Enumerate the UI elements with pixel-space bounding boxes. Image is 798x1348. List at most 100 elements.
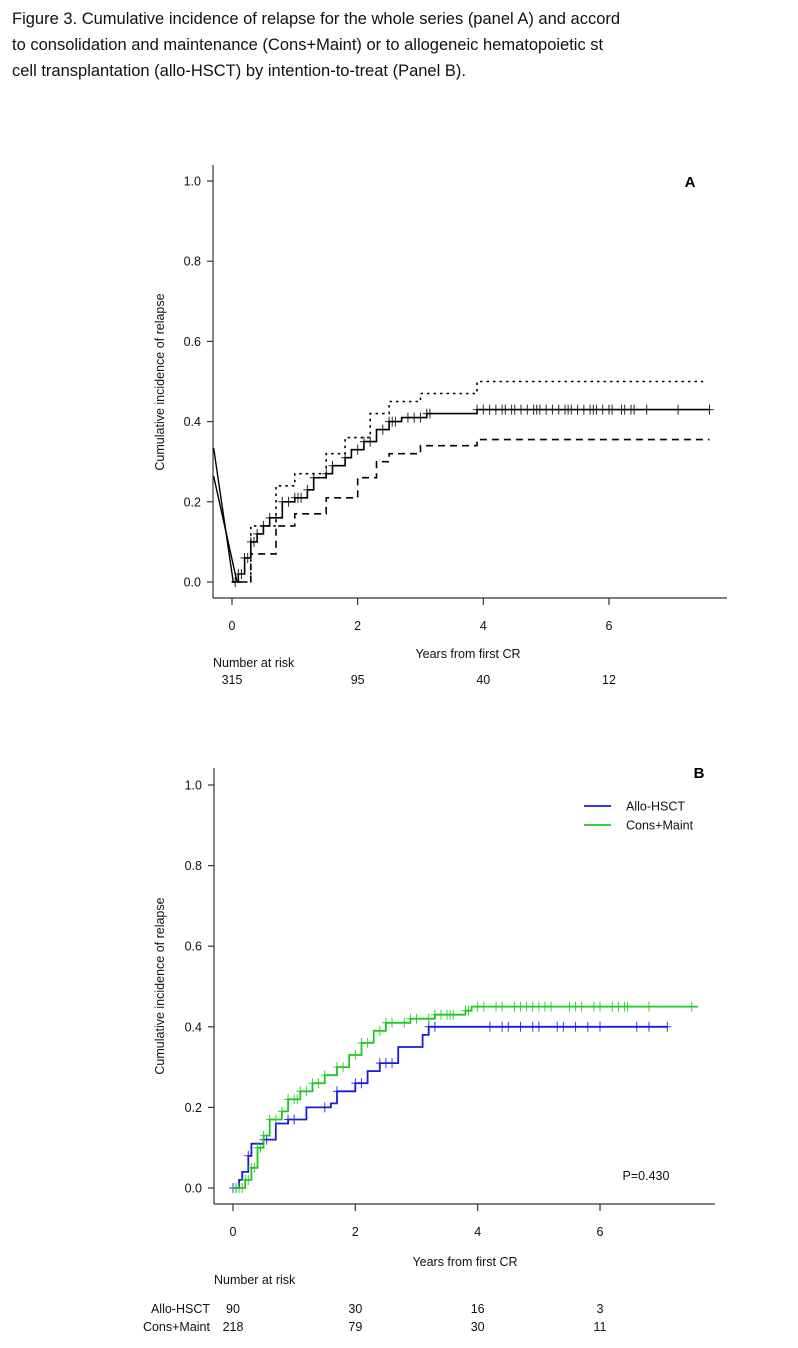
- censor-mark: [623, 1001, 632, 1012]
- legend-label: Cons+Maint: [626, 819, 694, 833]
- panel-a: 0.0 0.2 0.4 0.6 0.8 1.0 0 2 4 6 Cumulative incid…: [153, 165, 727, 687]
- censor-mark: [363, 1037, 372, 1048]
- censor-mark: [375, 1025, 384, 1036]
- censor-mark: [449, 1009, 458, 1020]
- censor-mark: [630, 404, 639, 415]
- censor-mark: [547, 1001, 556, 1012]
- y-tick-label: 0.2: [185, 1101, 202, 1115]
- risk-value: 12: [602, 673, 616, 687]
- y-axis-title: Cumulative incidence of relapse: [153, 293, 167, 470]
- risk-value: 79: [348, 1320, 362, 1334]
- censor-mark: [320, 1070, 329, 1081]
- censor-mark: [238, 1183, 247, 1193]
- censor-mark: [277, 1106, 286, 1117]
- y-tick-label: 0.0: [185, 1182, 202, 1196]
- censor-mark: [663, 1021, 672, 1032]
- censor-mark: [271, 1114, 280, 1125]
- risk-value: 40: [476, 673, 490, 687]
- censor-mark: [632, 1021, 641, 1032]
- censor-mark: [687, 1001, 696, 1012]
- risk-value: 315: [222, 673, 243, 687]
- censor-mark: [642, 404, 651, 415]
- censor-mark: [425, 408, 434, 419]
- plot-area: [229, 1001, 698, 1193]
- censor-mark: [596, 1021, 605, 1032]
- x-axis-title: Years from first CR: [415, 647, 520, 661]
- censor-mark: [250, 1162, 259, 1173]
- risk-value: 30: [471, 1320, 485, 1334]
- series-line-upper-95-ci: [232, 380, 704, 583]
- censor-mark: [253, 528, 262, 539]
- censor-mark: [293, 1094, 302, 1105]
- risk-row-label: Cons+Maint: [143, 1320, 211, 1334]
- risk-value: 95: [351, 673, 365, 687]
- censor-mark: [424, 1013, 433, 1024]
- risk-row-label: Allo-HSCT: [151, 1302, 210, 1316]
- risk-table-title: Number at risk: [214, 1273, 296, 1287]
- x-tick-label: 4: [480, 619, 487, 633]
- panel-b: 0.0 0.2 0.4 0.6 0.8 1.0 0 2 4 6 Cumulative incid…: [143, 765, 715, 1334]
- censor-mark: [674, 404, 683, 415]
- x-ticks: 0 2 4 6: [230, 1204, 604, 1239]
- censor-mark: [353, 444, 362, 455]
- censor-mark: [303, 484, 312, 495]
- censor-mark: [498, 1001, 507, 1012]
- censor-mark: [388, 1017, 397, 1028]
- y-tick-label: 0.6: [185, 940, 202, 954]
- series-line-lower-95-ci: [238, 438, 710, 583]
- censor-mark: [464, 1005, 473, 1016]
- legend: Allo-HSCT Cons+Maint: [584, 800, 694, 833]
- censor-mark: [705, 404, 714, 415]
- censor-mark: [366, 436, 375, 447]
- censor-mark: [290, 1114, 299, 1125]
- risk-table: 315 95 40 12: [222, 673, 616, 687]
- censor-mark: [302, 1086, 311, 1097]
- y-tick-label: 0.4: [184, 415, 201, 429]
- y-tick-label: 0.6: [184, 335, 201, 349]
- censor-mark: [237, 568, 246, 579]
- panel-label: A: [685, 174, 696, 191]
- p-value-annotation: P=0.430: [623, 1169, 670, 1183]
- series-line-cons-maint: [233, 1005, 698, 1189]
- x-tick-label: 2: [354, 619, 361, 633]
- censor-mark: [416, 412, 425, 423]
- censor-mark: [378, 424, 387, 435]
- y-axis-title: Cumulative incidence of relapse: [153, 897, 167, 1074]
- censor-mark: [391, 416, 400, 427]
- risk-value: 11: [594, 1320, 607, 1334]
- connector-line: [212, 475, 238, 583]
- y-ticks: 0.0 0.2 0.4 0.6 0.8 1.0: [184, 175, 213, 590]
- plot-area: [212, 380, 714, 587]
- censor-mark: [256, 1142, 265, 1153]
- censor-mark: [577, 1001, 586, 1012]
- x-tick-label: 0: [230, 1225, 237, 1239]
- censor-mark: [559, 1021, 568, 1032]
- censor-mark: [351, 1050, 360, 1061]
- censor-mark: [516, 1021, 525, 1032]
- censor-mark: [644, 1021, 653, 1032]
- x-axis-title: Years from first CR: [412, 1255, 517, 1269]
- series-line-cumulative-incidence: [232, 408, 710, 583]
- y-tick-label: 0.0: [184, 576, 201, 590]
- censor-mark: [571, 1021, 580, 1032]
- x-tick-label: 4: [474, 1225, 481, 1239]
- risk-value: 30: [348, 1302, 362, 1316]
- legend-label: Allo-HSCT: [626, 800, 685, 814]
- x-tick-label: 0: [229, 619, 236, 633]
- caption-line: Figure 3. Cumulative incidence of relaps…: [12, 10, 621, 28]
- censor-mark: [534, 1021, 543, 1032]
- censor-mark: [608, 404, 617, 415]
- censor-mark: [479, 1001, 488, 1012]
- censor-mark: [244, 1174, 253, 1185]
- x-ticks: 0 2 4 6: [229, 598, 613, 633]
- censor-mark: [596, 1001, 605, 1012]
- censor-mark: [400, 1017, 409, 1028]
- censor-mark: [320, 1102, 329, 1113]
- panel-label: B: [694, 765, 705, 782]
- censor-mark: [583, 1021, 592, 1032]
- censor-mark: [244, 1150, 253, 1161]
- y-ticks: 0.0 0.2 0.4 0.6 0.8 1.0: [185, 779, 214, 1196]
- censor-mark: [314, 1078, 323, 1089]
- censor-mark: [412, 1013, 421, 1024]
- censor-mark: [284, 496, 293, 507]
